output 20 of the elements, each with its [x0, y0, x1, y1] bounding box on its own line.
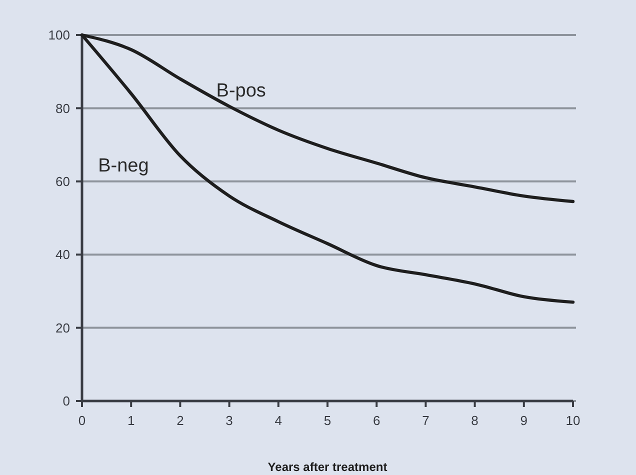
x-tick-label: 9 — [520, 413, 528, 428]
y-tick-label: 80 — [56, 100, 70, 116]
x-tick-label: 10 — [566, 413, 580, 428]
y-tick-label: 20 — [56, 320, 70, 336]
x-tick-label: 5 — [324, 413, 332, 428]
x-axis-title: Years after treatment — [268, 460, 388, 474]
series-label: B-pos — [216, 80, 266, 102]
y-tick-label: 100 — [48, 28, 70, 43]
x-tick-label: 1 — [127, 413, 135, 428]
x-tick-label: 3 — [226, 413, 233, 428]
x-tick-label: 6 — [372, 413, 380, 428]
series-label: B-neg — [98, 156, 149, 177]
y-tick-label: 0 — [62, 394, 70, 409]
x-tick-label: 7 — [422, 413, 430, 428]
x-tick-label: 4 — [274, 413, 282, 428]
y-tick-label: 60 — [56, 174, 70, 189]
x-tick-label: 8 — [471, 413, 478, 428]
x-tick-label: 0 — [78, 413, 86, 428]
y-tick-label: 40 — [56, 247, 70, 262]
x-tick-label: 2 — [176, 413, 184, 428]
